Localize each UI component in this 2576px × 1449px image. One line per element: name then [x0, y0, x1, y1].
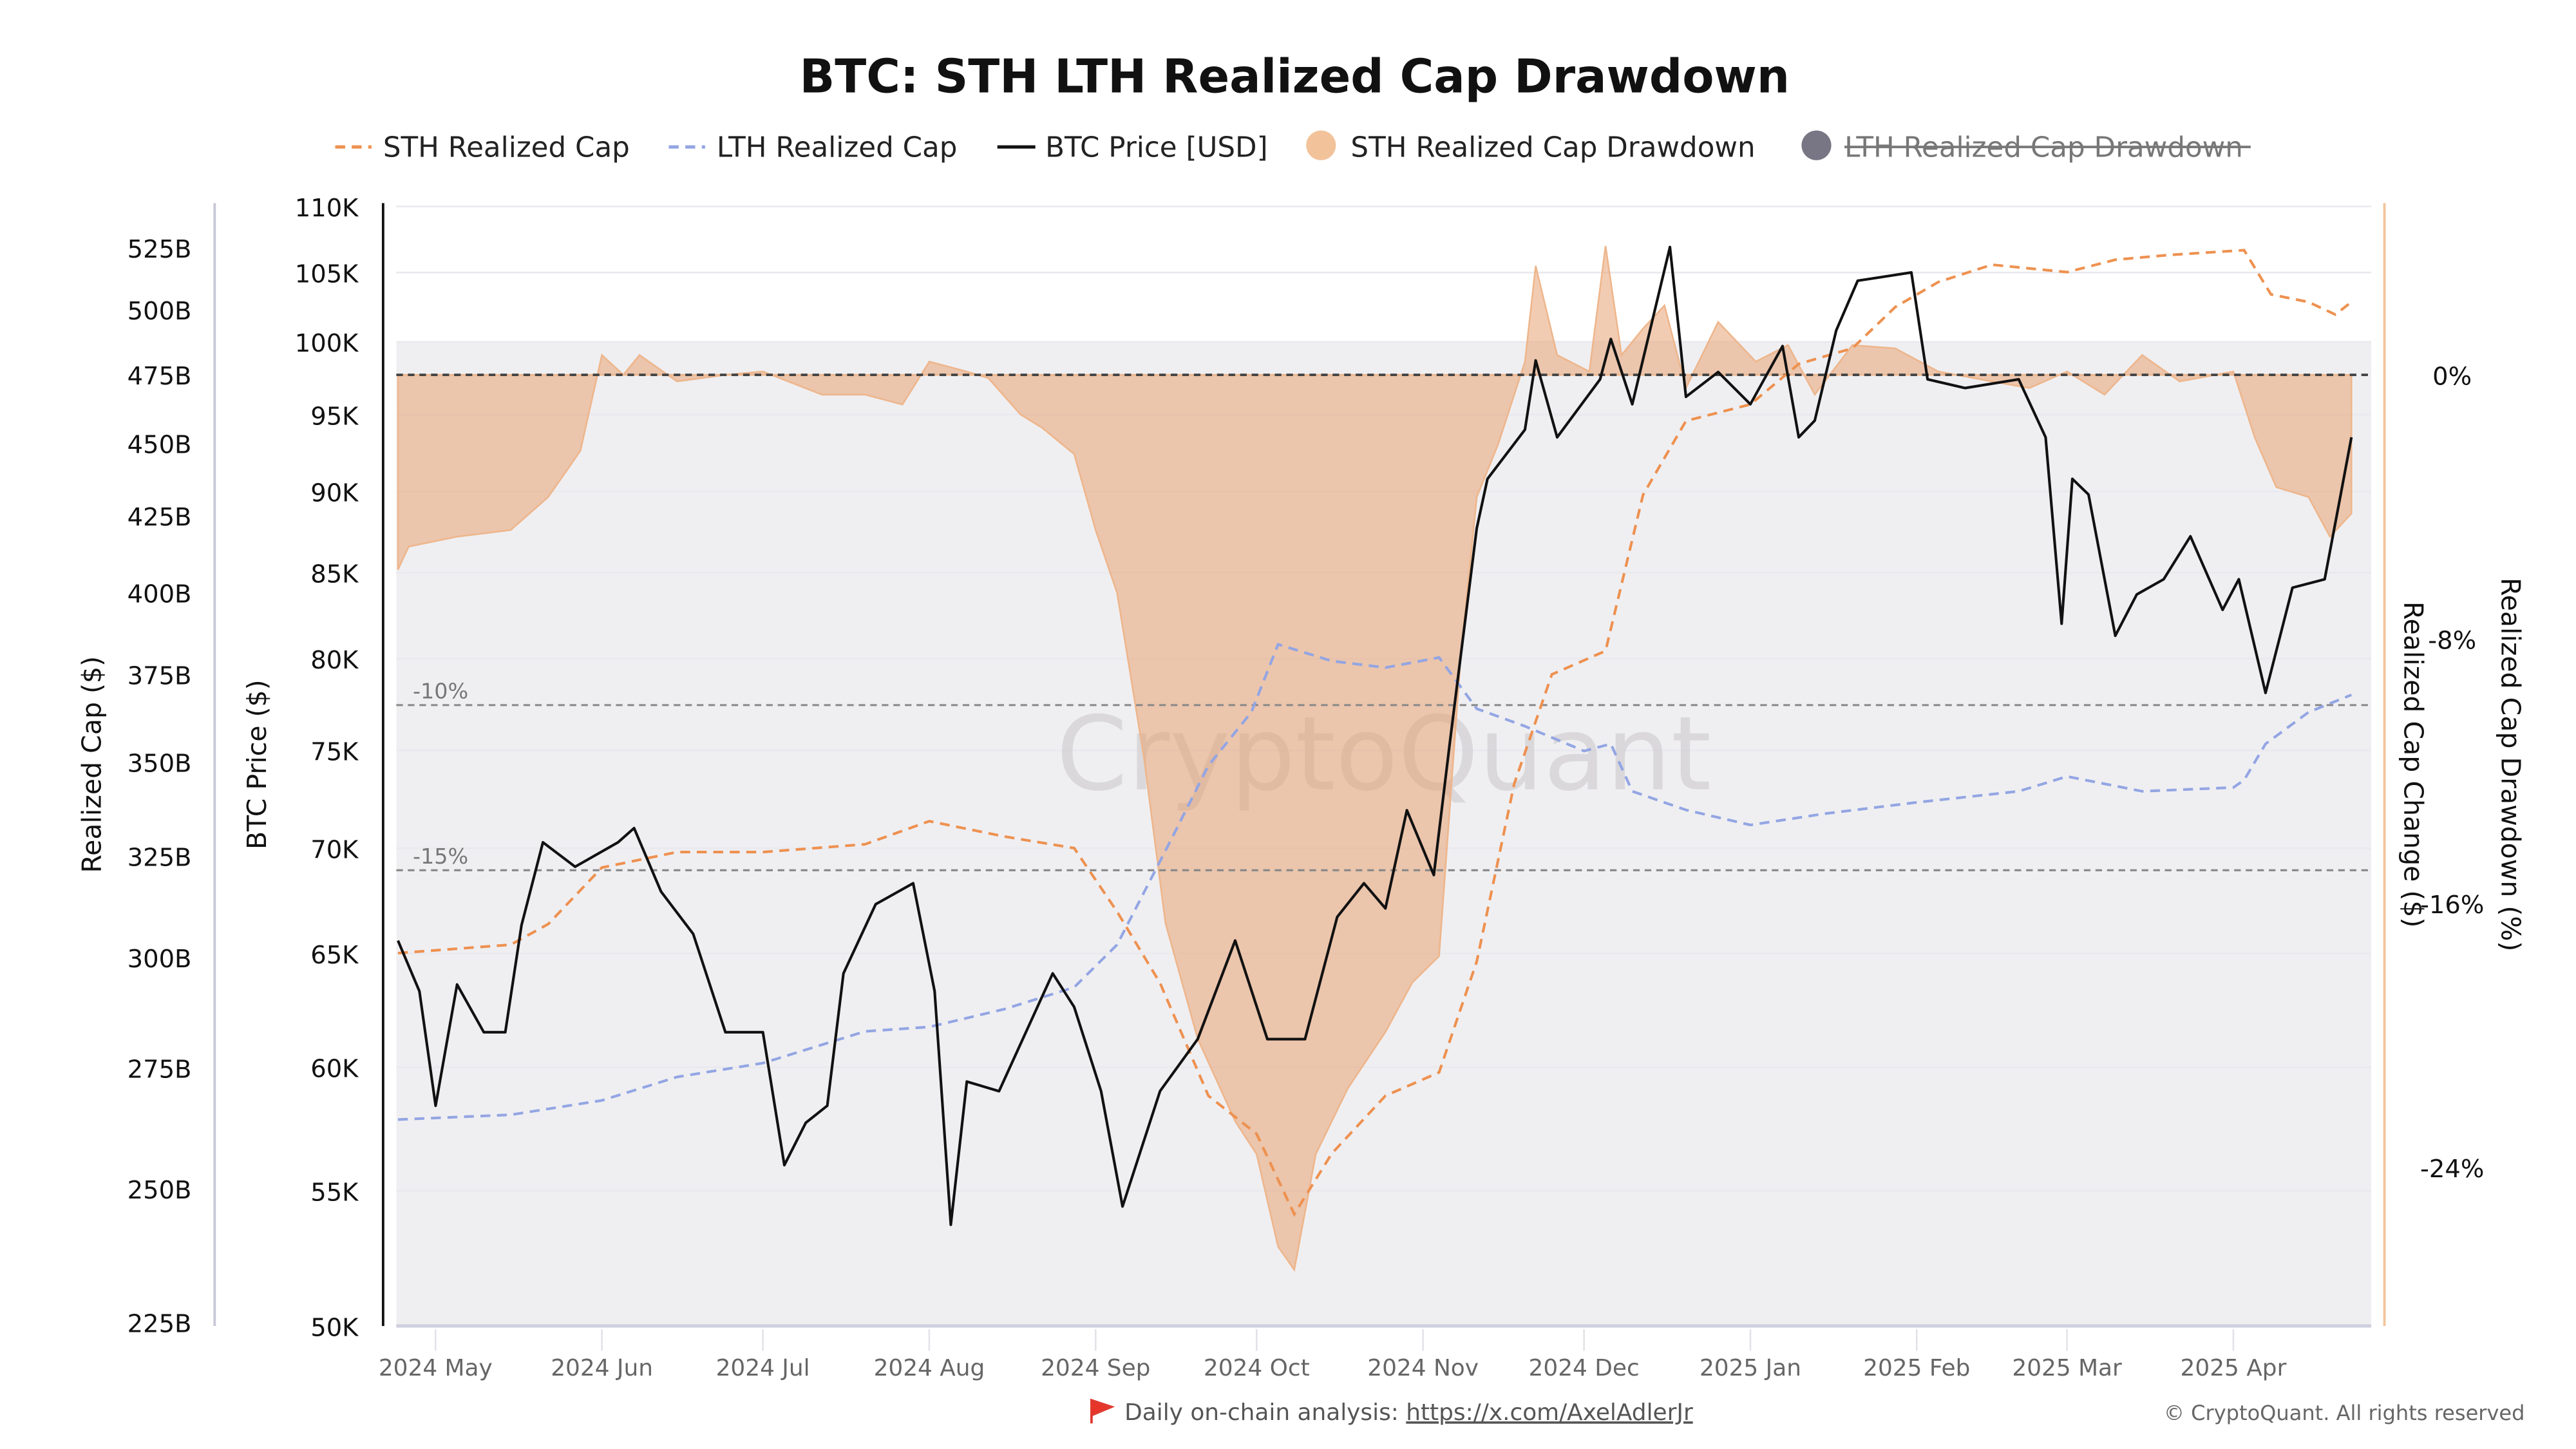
x-tick-label: 2025 Feb	[1863, 1355, 1970, 1381]
price-tick-label: 75K	[310, 738, 359, 767]
realized-cap-axis-title: Realized Cap ($)	[76, 656, 107, 873]
legend-item-lth-realized-cap[interactable]: LTH Realized Cap	[668, 132, 957, 164]
legend-item-sth-drawdown[interactable]: STH Realized Cap Drawdown	[1306, 130, 1756, 164]
price-axis-title: BTC Price ($)	[242, 679, 272, 849]
legend-marker	[1801, 130, 1832, 160]
legend-label: LTH Realized Cap	[717, 132, 958, 164]
legend-label: STH Realized Cap	[383, 132, 630, 164]
price-tick-label: 50K	[310, 1314, 359, 1343]
drawdown-tick-label: -24%	[2420, 1155, 2484, 1184]
x-tick-label: 2024 Jun	[551, 1355, 653, 1381]
price-tick-label: 90K	[310, 478, 359, 507]
realized-cap-tick-label: 475B	[128, 362, 192, 391]
x-tick-label: 2024 Jul	[716, 1355, 810, 1381]
legend: STH Realized Cap LTH Realized Cap BTC Pr…	[335, 130, 2251, 164]
drawdown-tick-label: -16%	[2420, 891, 2484, 920]
price-tick-label: 60K	[310, 1055, 359, 1084]
price-tick-label: 65K	[310, 941, 359, 970]
x-tick-label: 2025 Apr	[2181, 1355, 2287, 1381]
reference-line-label: -15%	[413, 844, 468, 869]
legend-marker	[1306, 130, 1336, 160]
realized-cap-tick-label: 350B	[128, 749, 192, 778]
price-tick-label: 100K	[295, 329, 359, 358]
x-tick-label: 2024 Sep	[1041, 1355, 1150, 1381]
footer: Daily on-chain analysis: https://x.com/A…	[1090, 1398, 2525, 1426]
price-tick-label: 55K	[310, 1178, 359, 1207]
price-tick-label: 85K	[310, 560, 359, 589]
price-tick-label: 80K	[310, 646, 359, 675]
x-tick-label: 2024 Aug	[874, 1355, 985, 1381]
realized-cap-tick-label: 450B	[128, 431, 192, 460]
legend-label: BTC Price [USD]	[1045, 132, 1268, 164]
x-tick-label: 2024 Dec	[1529, 1355, 1640, 1381]
realized-cap-tick-label: 525B	[128, 235, 192, 264]
x-tick-label: 2024 Nov	[1367, 1355, 1479, 1381]
realized-cap-tick-label: 325B	[128, 843, 192, 872]
btc-price-line	[397, 245, 2353, 1226]
price-tick-label: 110K	[295, 194, 359, 223]
legend-item-sth-realized-cap[interactable]: STH Realized Cap	[335, 132, 630, 164]
red-flag-icon	[1090, 1398, 1115, 1424]
realized-cap-tick-label: 425B	[128, 503, 192, 532]
drawdown-axis-title: Realized Cap Drawdown (%)	[2496, 578, 2526, 951]
legend-label: STH Realized Cap Drawdown	[1350, 132, 1755, 164]
chart-title: BTC: STH LTH Realized Cap Drawdown	[800, 50, 1790, 104]
legend-item-btc-price[interactable]: BTC Price [USD]	[997, 132, 1268, 164]
price-tick-label: 105K	[295, 260, 359, 289]
legend-item-lth-drawdown[interactable]: LTH Realized Cap Drawdown	[1801, 130, 2251, 164]
series-lines	[397, 245, 2353, 1226]
x-tick-label: 2024 May	[379, 1355, 493, 1381]
realized-cap-tick-label: 375B	[128, 662, 192, 691]
copyright: © CryptoQuant. All rights reserved	[2164, 1401, 2525, 1425]
footer-link[interactable]: https://x.com/AxelAdlerJr	[1406, 1399, 1693, 1426]
realized-cap-tick-label: 250B	[128, 1176, 192, 1205]
x-tick-label: 2025 Mar	[2012, 1355, 2122, 1381]
change-axis-title: Realized Cap Change ($)	[2398, 601, 2429, 928]
price-tick-label: 95K	[310, 402, 359, 431]
tick-labels: 110K 105K 100K 95K 90K 85K 80K 75K 70K 65K 60K 55K 5…	[128, 194, 2485, 1381]
x-tick-label: 2025 Jan	[1700, 1355, 1801, 1381]
realized-cap-tick-label: 225B	[128, 1310, 192, 1339]
drawdown-tick-label: 0%	[2432, 362, 2472, 391]
sth-realized-cap-line	[397, 249, 2353, 1217]
x-tick-label: 2024 Oct	[1204, 1355, 1310, 1381]
price-tick-label: 70K	[310, 836, 359, 865]
footer-prefix: Daily on-chain analysis:	[1124, 1399, 1406, 1426]
drawdown-tick-label: -8%	[2428, 627, 2476, 656]
reference-lines: -10% -15%	[396, 374, 2372, 871]
realized-cap-tick-label: 500B	[128, 297, 192, 326]
realized-cap-tick-label: 300B	[128, 945, 192, 974]
realized-cap-tick-label: 275B	[128, 1055, 192, 1084]
reference-line-label: -10%	[413, 679, 468, 704]
realized-cap-tick-label: 400B	[128, 580, 192, 609]
svg-text:Daily on-chain analysis: https: Daily on-chain analysis: https://x.com/A…	[1124, 1399, 1693, 1426]
